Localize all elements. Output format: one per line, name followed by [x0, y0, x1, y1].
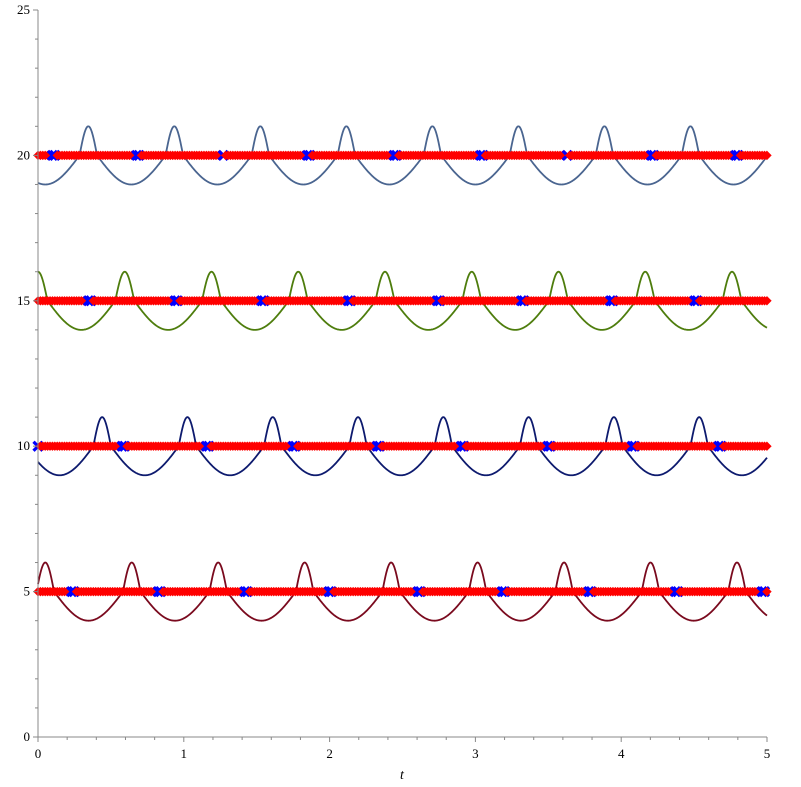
series-3-narrow-marker — [496, 585, 508, 598]
series-1-narrow-marker — [169, 295, 181, 307]
series-2-narrow-marker — [626, 440, 638, 452]
y-tick-label: 15 — [17, 293, 30, 308]
series-1-narrow-marker — [689, 295, 701, 307]
series-3-narrow-marker — [239, 585, 251, 598]
series-3-narrow-marker — [152, 585, 164, 598]
series-2-narrow-marker — [455, 440, 468, 452]
x-tick-label: 4 — [618, 746, 625, 761]
series-curve-0 — [37, 125, 768, 186]
series-2-wide-marker — [762, 441, 772, 451]
series-0-wide-marker — [762, 150, 772, 161]
x-tick-label: 2 — [326, 746, 333, 761]
series-0-narrow-marker — [475, 149, 487, 162]
series-2-narrow-marker — [200, 440, 213, 452]
series-1-narrow-marker — [604, 295, 617, 307]
series-3-wide-marker — [762, 586, 772, 597]
series-1-narrow-marker — [256, 295, 268, 307]
series-3-narrow-marker — [669, 585, 682, 598]
series-2-narrow-marker — [542, 440, 554, 452]
series-0-narrow-marker — [46, 149, 59, 162]
series-3-narrow-marker — [323, 585, 335, 598]
y-tick-label: 25 — [17, 2, 30, 17]
series-3-narrow-marker — [66, 585, 78, 598]
series-2-narrow-marker — [287, 440, 299, 452]
axes-layer: 0 5 10 15 20 25 0 1 2 3 4 5 — [17, 2, 770, 761]
series-2-narrow-marker — [371, 440, 383, 452]
y-tick-label: 20 — [17, 147, 30, 162]
series-2-narrow-marker — [116, 440, 128, 452]
x-tick-label: 0 — [35, 746, 42, 761]
series-0-narrow-marker — [730, 149, 742, 162]
marker-layer — [32, 149, 772, 598]
series-curve-1 — [37, 270, 768, 331]
series-1-narrow-marker — [515, 295, 528, 307]
series-layer — [37, 125, 768, 622]
series-1-narrow-marker — [342, 295, 354, 307]
y-tick-label: 0 — [24, 729, 31, 744]
x-tick-label: 1 — [181, 746, 188, 761]
series-2-narrow-marker — [713, 440, 725, 452]
series-0-narrow-marker — [388, 149, 400, 162]
series-3-narrow-marker — [756, 585, 768, 598]
x-axis-title: t — [400, 768, 405, 783]
series-3-narrow-marker — [412, 585, 424, 598]
series-1-wide-marker — [762, 296, 772, 306]
series-0-narrow-marker — [301, 149, 314, 162]
y-tick-label: 10 — [17, 438, 30, 453]
y-tick-label: 5 — [24, 584, 31, 599]
series-3-narrow-marker — [583, 585, 595, 598]
series-0-narrow-marker — [645, 149, 658, 162]
series-1-narrow-marker — [82, 295, 95, 307]
series-1-narrow-marker — [431, 295, 443, 307]
series-0-narrow-marker — [131, 149, 143, 162]
x-tick-label: 5 — [764, 746, 771, 761]
series-curve-2 — [37, 416, 768, 477]
x-tick-label: 3 — [472, 746, 479, 761]
